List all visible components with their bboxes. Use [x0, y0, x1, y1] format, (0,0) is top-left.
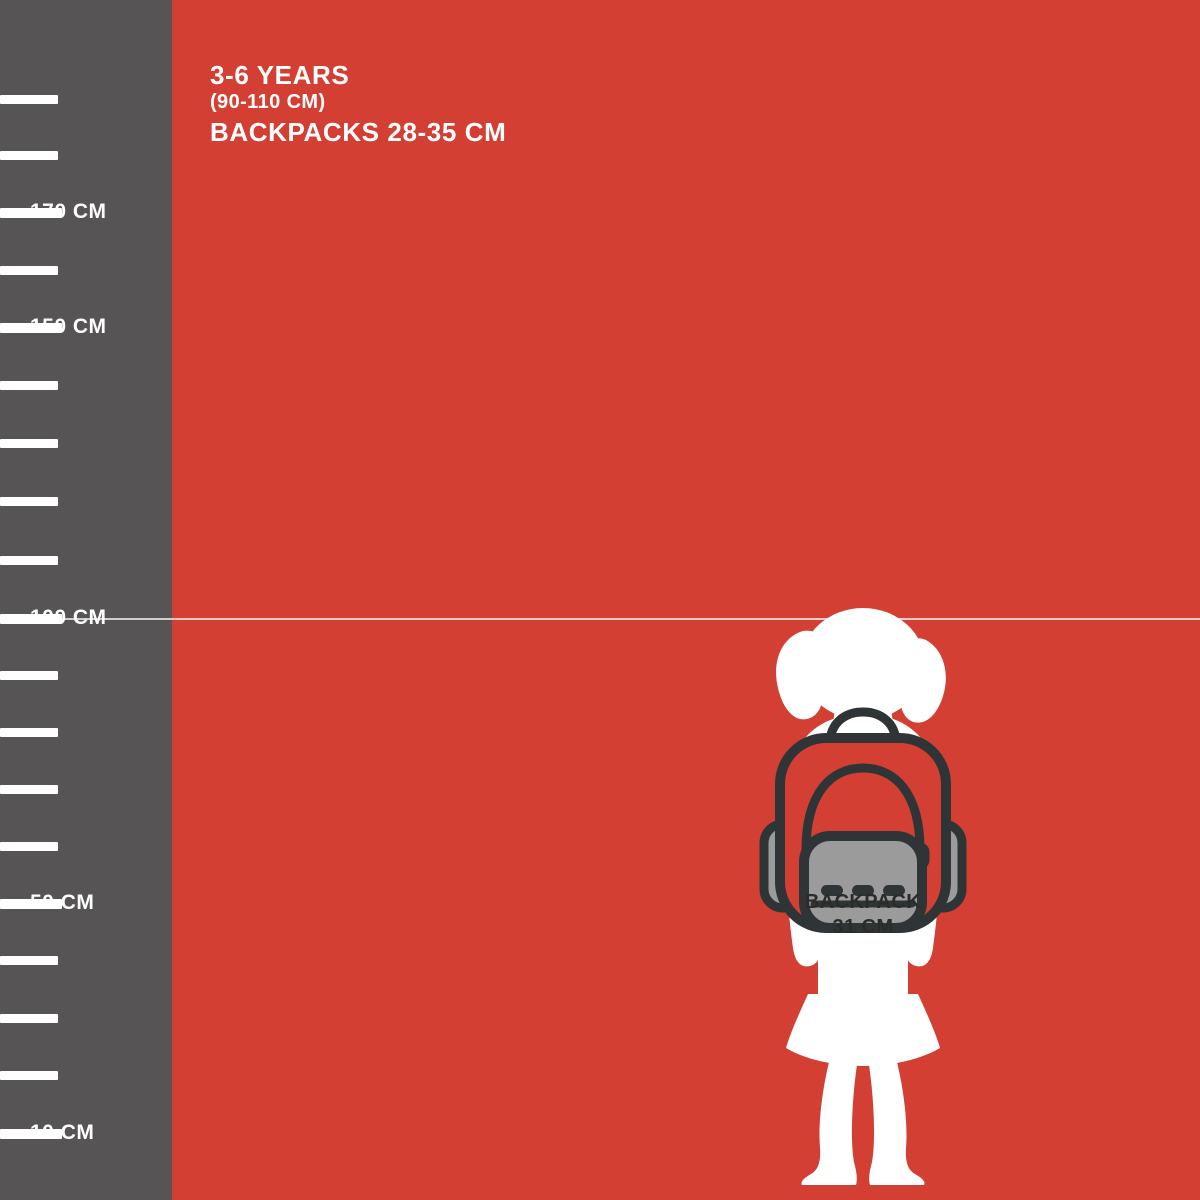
ruler-tick-180cm — [0, 151, 58, 160]
ruler-tick-160cm — [0, 266, 58, 275]
ruler-tick-30cm — [0, 1014, 58, 1023]
ruler-tick-50cm — [0, 899, 62, 909]
ruler-label-100cm: 100 CM — [30, 606, 107, 629]
ruler-tick-60cm — [0, 842, 58, 851]
headline-block: 3-6 YEARS (90-110 CM) BACKPACKS 28-35 CM — [210, 60, 507, 147]
ruler-tick-110cm — [0, 556, 58, 565]
ruler-label-10cm: 10 CM — [30, 1121, 95, 1144]
backpack-handle — [825, 707, 901, 749]
age-range-text: 3-6 YEARS — [210, 60, 350, 90]
ruler-tick-190cm — [0, 95, 58, 104]
ruler-tick-130cm — [0, 439, 58, 448]
ruler-tick-70cm — [0, 785, 58, 794]
ruler-tick-20cm — [0, 1071, 58, 1080]
backpack-strap-dash-2 — [852, 885, 874, 896]
height-range-text: (90-110 CM) — [210, 90, 326, 113]
reference-line-100cm — [0, 618, 1200, 620]
ruler-label-170cm: 170 CM — [30, 200, 107, 223]
ruler-tick-120cm — [0, 497, 58, 506]
backpack-zipper-arc — [801, 763, 925, 855]
height-ruler: 170 CM 150 CM 100 CM 50 CM 10 CM — [0, 0, 172, 1200]
backpack-strap-dash-3 — [883, 885, 905, 896]
backpack-front-pocket — [799, 831, 927, 933]
ruler-label-50cm: 50 CM — [30, 891, 95, 914]
backpack-icon — [759, 707, 967, 933]
ruler-tick-140cm — [0, 381, 58, 390]
ruler-tick-150cm — [0, 323, 62, 333]
ruler-tick-40cm — [0, 956, 58, 965]
backpack-range-text: BACKPACKS 28-35 CM — [210, 116, 507, 147]
ruler-tick-90cm — [0, 671, 58, 680]
ruler-tick-10cm — [0, 1129, 62, 1139]
backpack-strap-dash-1 — [821, 885, 843, 896]
vertical-label-container: PRESCHOOL — [1010, 0, 1200, 1200]
ruler-label-150cm: 150 CM — [30, 315, 107, 338]
ruler-tick-170cm — [0, 208, 62, 218]
child-silhouette-figure — [738, 596, 988, 1186]
ruler-tick-80cm — [0, 728, 58, 737]
